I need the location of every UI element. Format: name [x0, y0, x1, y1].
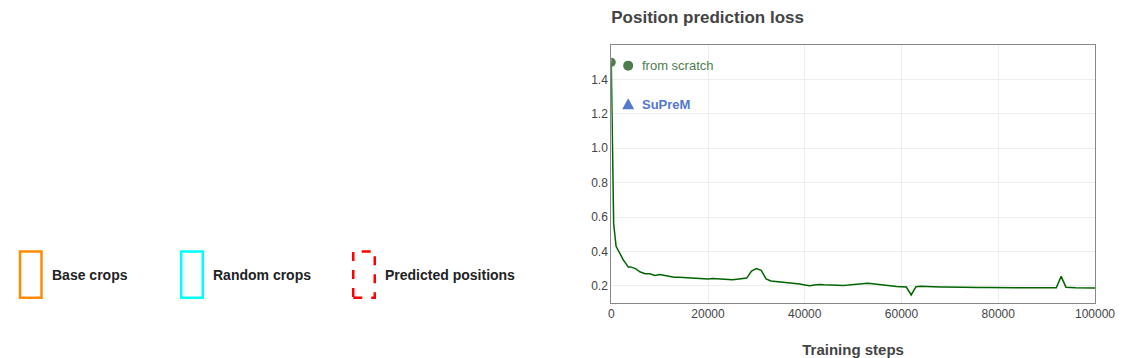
svg-text:Random crops: Random crops	[213, 267, 311, 283]
svg-text:Training steps: Training steps	[802, 341, 904, 358]
svg-text:Base crops: Base crops	[52, 267, 128, 283]
svg-text:0.8: 0.8	[591, 176, 608, 190]
svg-text:40000: 40000	[788, 307, 822, 321]
svg-text:0: 0	[608, 307, 615, 321]
svg-text:0.6: 0.6	[591, 210, 608, 224]
svg-text:80000: 80000	[982, 307, 1016, 321]
svg-text:0.2: 0.2	[591, 279, 608, 293]
svg-text:Predicted positions: Predicted positions	[385, 267, 515, 283]
svg-text:0.4: 0.4	[591, 245, 608, 259]
svg-text:1.4: 1.4	[591, 73, 608, 87]
svg-text:60000: 60000	[885, 307, 919, 321]
svg-text:1.0: 1.0	[591, 141, 608, 155]
svg-text:20000: 20000	[691, 307, 725, 321]
svg-text:1.2: 1.2	[591, 107, 608, 121]
svg-text:100000: 100000	[1075, 307, 1115, 321]
svg-text:Position prediction loss: Position prediction loss	[611, 8, 804, 27]
svg-text:SuPreM: SuPreM	[642, 97, 690, 112]
svg-text:from scratch: from scratch	[642, 58, 714, 73]
